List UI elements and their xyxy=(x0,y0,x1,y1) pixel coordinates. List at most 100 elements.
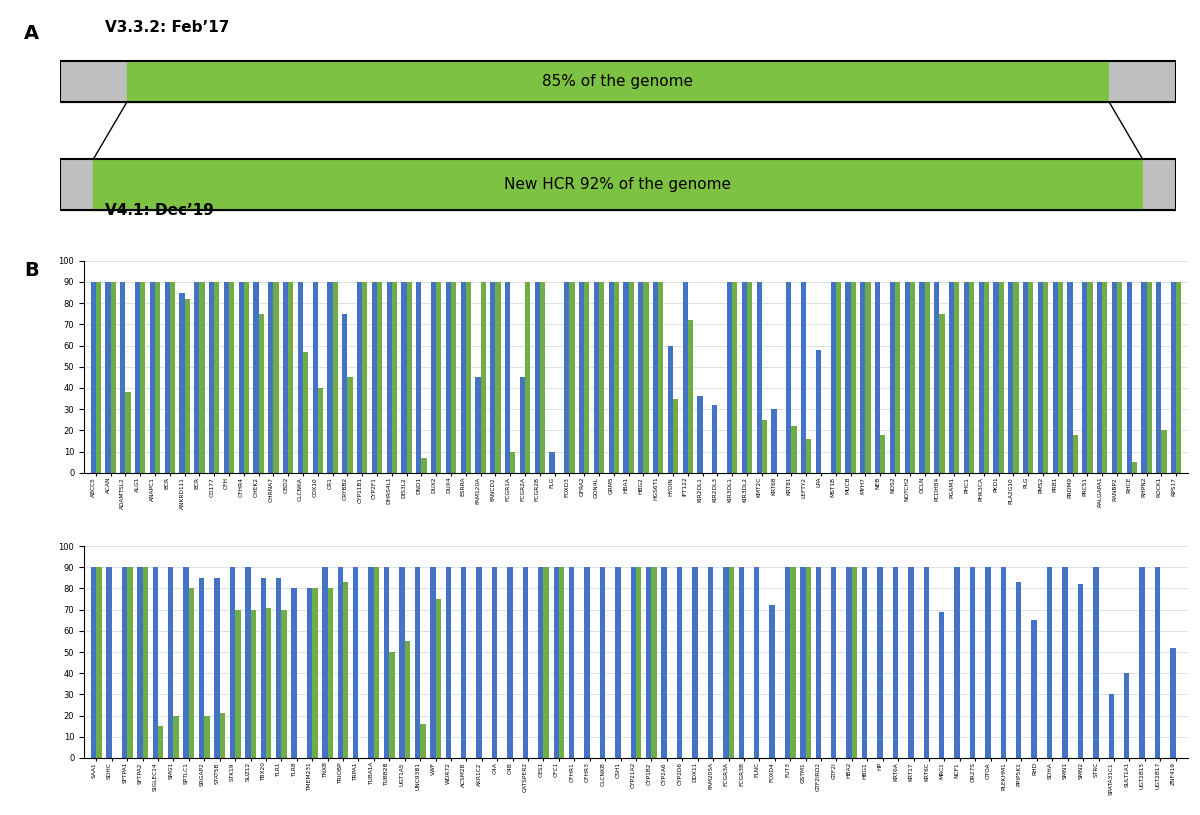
Bar xyxy=(584,282,589,473)
Bar xyxy=(224,282,229,473)
Bar xyxy=(292,588,296,758)
Bar xyxy=(1067,282,1073,473)
Bar xyxy=(496,282,500,473)
Bar xyxy=(96,567,102,758)
Bar xyxy=(235,610,240,758)
Text: V3.3.2: Feb’17: V3.3.2: Feb’17 xyxy=(104,20,229,35)
Bar xyxy=(895,282,900,473)
Bar xyxy=(746,282,752,473)
Bar xyxy=(934,282,940,473)
Bar xyxy=(96,282,101,473)
Bar xyxy=(127,567,132,758)
Bar xyxy=(1087,282,1092,473)
Bar xyxy=(727,282,732,473)
Bar xyxy=(199,282,205,473)
Bar xyxy=(732,282,737,473)
Bar xyxy=(194,282,199,473)
Bar xyxy=(253,282,259,473)
Text: A: A xyxy=(24,24,40,43)
Bar xyxy=(535,282,540,473)
Bar xyxy=(150,282,155,473)
Bar xyxy=(1162,430,1166,473)
Bar xyxy=(860,282,865,473)
Bar xyxy=(998,282,1003,473)
Bar xyxy=(910,282,914,473)
Text: 85% of the genome: 85% of the genome xyxy=(542,74,694,89)
Bar xyxy=(708,567,713,758)
Bar xyxy=(1082,282,1087,473)
Bar xyxy=(1062,567,1068,758)
Bar xyxy=(155,282,161,473)
Bar xyxy=(652,567,656,758)
Bar xyxy=(421,458,426,473)
Bar xyxy=(658,282,664,473)
Bar xyxy=(143,567,148,758)
Bar xyxy=(1032,620,1037,758)
Bar xyxy=(908,567,913,758)
Bar xyxy=(136,282,140,473)
Bar xyxy=(544,567,548,758)
Bar xyxy=(636,567,641,758)
Bar xyxy=(342,314,348,473)
Bar xyxy=(420,724,426,758)
Bar xyxy=(523,567,528,758)
Bar xyxy=(742,282,746,473)
Bar xyxy=(266,607,271,758)
Bar xyxy=(451,282,456,473)
Bar xyxy=(1111,282,1117,473)
Bar xyxy=(260,578,266,758)
Bar xyxy=(580,282,584,473)
Bar xyxy=(790,567,796,758)
Bar xyxy=(538,567,544,758)
Bar xyxy=(724,567,728,758)
Bar xyxy=(1046,567,1052,758)
Bar xyxy=(970,567,976,758)
Bar xyxy=(392,282,397,473)
Bar xyxy=(1176,282,1181,473)
Bar xyxy=(158,726,163,758)
Bar xyxy=(653,282,658,473)
Bar xyxy=(168,567,174,758)
Bar xyxy=(638,282,643,473)
Bar xyxy=(877,567,883,758)
Bar xyxy=(209,282,215,473)
Bar xyxy=(313,282,318,473)
Bar xyxy=(437,282,442,473)
Bar xyxy=(880,434,886,473)
Bar xyxy=(520,377,526,473)
Bar xyxy=(298,282,304,473)
Bar xyxy=(570,282,575,473)
Bar xyxy=(1142,159,1176,210)
Bar xyxy=(1154,567,1160,758)
Bar xyxy=(692,567,697,758)
Bar xyxy=(274,282,278,473)
Bar xyxy=(553,567,559,758)
Bar xyxy=(107,567,112,758)
Bar xyxy=(1109,694,1114,758)
Bar xyxy=(94,159,1142,210)
Bar xyxy=(1043,282,1048,473)
Bar xyxy=(508,567,512,758)
Bar xyxy=(924,567,929,758)
Bar xyxy=(994,282,998,473)
Bar xyxy=(91,282,96,473)
Bar xyxy=(559,567,564,758)
Bar xyxy=(938,612,944,758)
Bar xyxy=(954,282,959,473)
Bar xyxy=(1170,648,1176,758)
Bar xyxy=(259,314,264,473)
Bar xyxy=(830,282,835,473)
Bar xyxy=(318,388,323,473)
Bar xyxy=(276,578,281,758)
Bar xyxy=(402,282,407,473)
Bar xyxy=(476,567,482,758)
Bar xyxy=(220,713,226,758)
Bar xyxy=(769,606,775,758)
Bar xyxy=(445,567,451,758)
Bar xyxy=(851,282,856,473)
Bar xyxy=(762,420,767,473)
Bar xyxy=(1117,282,1122,473)
Bar xyxy=(106,282,110,473)
Bar xyxy=(1140,567,1145,758)
Text: V4.1: Dec’19: V4.1: Dec’19 xyxy=(104,203,214,218)
